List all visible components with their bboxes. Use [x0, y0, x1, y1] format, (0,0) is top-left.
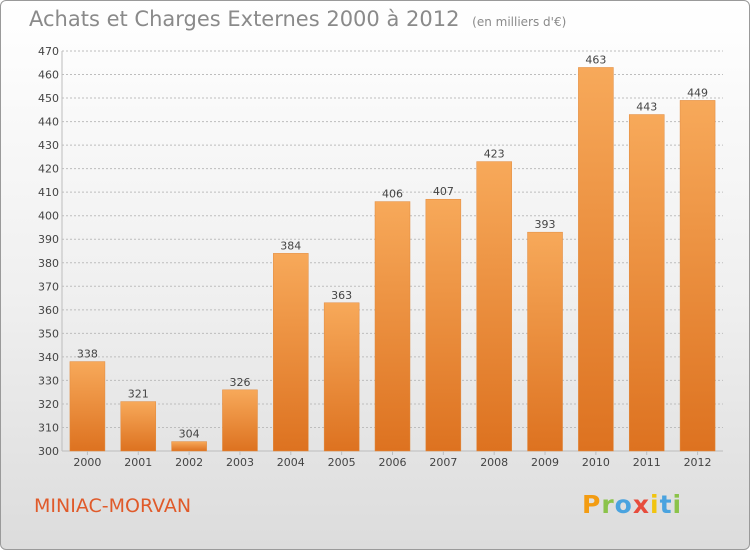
y-tick-label: 440 [38, 116, 59, 129]
logo-letter: o [614, 490, 633, 519]
data-label: 326 [229, 376, 250, 389]
bar [679, 100, 716, 452]
bar [69, 361, 106, 452]
x-tick-label: 2004 [277, 456, 305, 469]
y-tick-label: 300 [38, 445, 59, 458]
x-tick-label: 2007 [429, 456, 457, 469]
bar [476, 161, 512, 452]
y-tick-label: 390 [38, 233, 59, 246]
y-tick-label: 360 [38, 304, 59, 317]
bar [628, 114, 665, 452]
bar [222, 389, 258, 452]
y-tick-label: 430 [38, 139, 59, 152]
y-tick-label: 370 [38, 280, 59, 293]
y-tick-label: 420 [38, 163, 59, 176]
data-label: 443 [636, 101, 657, 114]
bar [425, 198, 462, 452]
logo-letter: i [672, 490, 683, 519]
x-tick-label: 2010 [582, 456, 610, 469]
bar [374, 201, 411, 452]
x-tick-label: 2003 [226, 456, 254, 469]
data-label: 304 [179, 428, 200, 441]
y-tick-label: 410 [38, 186, 59, 199]
data-label: 407 [433, 185, 454, 198]
x-tick-label: 2001 [124, 456, 152, 469]
y-tick-label: 380 [38, 257, 59, 270]
data-label: 423 [484, 148, 505, 161]
data-label: 393 [535, 218, 556, 231]
bar [323, 302, 360, 452]
y-tick-label: 450 [38, 92, 59, 105]
data-label: 449 [687, 86, 708, 99]
y-tick-label: 320 [38, 398, 59, 411]
logo-letter: r [601, 490, 615, 519]
y-tick-label: 340 [38, 351, 59, 364]
data-label: 363 [331, 289, 352, 302]
y-tick-label: 350 [38, 327, 59, 340]
y-tick-label: 310 [38, 421, 59, 434]
data-label: 406 [382, 188, 403, 201]
x-tick-label: 2009 [531, 456, 559, 469]
logo-letter: t [659, 490, 673, 519]
proxiti-logo: Proxiti [582, 490, 682, 519]
commune-name: MINIAC-MORVAN [34, 495, 192, 517]
y-tick-label: 470 [38, 45, 59, 58]
x-tick-label: 2002 [175, 456, 203, 469]
x-tick-label: 2012 [684, 456, 712, 469]
data-label: 384 [280, 239, 301, 252]
x-tick-label: 2011 [633, 456, 661, 469]
title-unit: (en milliers d'€) [472, 15, 567, 29]
bar [120, 401, 157, 452]
x-tick-label: 2008 [480, 456, 508, 469]
y-tick-label: 330 [38, 374, 59, 387]
bar [578, 67, 614, 452]
data-label: 463 [585, 53, 606, 66]
bar [273, 253, 309, 452]
logo-letter: i [650, 490, 660, 519]
data-label: 338 [77, 348, 98, 361]
y-tick-label: 400 [38, 210, 59, 223]
title-text: Achats et Charges Externes 2000 à 2012 [29, 7, 460, 31]
logo-letter: x [632, 490, 650, 519]
x-tick-label: 2005 [328, 456, 356, 469]
chart-title: Achats et Charges Externes 2000 à 2012 (… [29, 7, 566, 31]
x-tick-label: 2000 [73, 456, 101, 469]
x-tick-label: 2006 [379, 456, 407, 469]
data-label: 321 [128, 388, 149, 401]
bar [527, 231, 563, 452]
bar [171, 441, 207, 452]
logo-letter: P [582, 490, 602, 519]
y-tick-label: 460 [38, 69, 59, 82]
